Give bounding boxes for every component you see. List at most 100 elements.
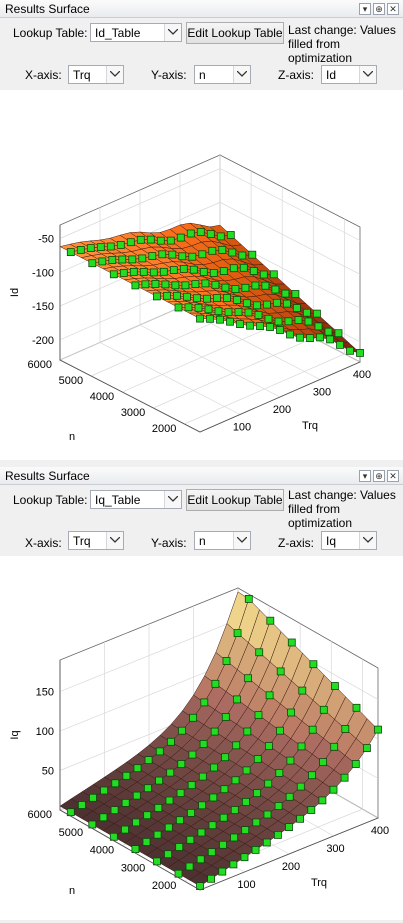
dock-icon[interactable]: ⊕ <box>373 3 385 15</box>
n-axis-label: n <box>69 431 75 443</box>
data-marker <box>276 726 284 735</box>
data-marker <box>99 813 108 822</box>
data-marker <box>294 316 303 325</box>
lookup-table-label: Lookup Table: <box>13 26 88 40</box>
data-marker <box>176 789 185 797</box>
data-marker <box>219 267 228 276</box>
data-marker <box>89 793 97 802</box>
close-icon[interactable]: ✕ <box>387 3 399 15</box>
n-tick-label: 5000 <box>59 827 83 839</box>
x-axis-value: Trq <box>73 68 91 82</box>
data-marker <box>158 250 167 259</box>
lookup-table-select[interactable]: Id_Table <box>90 23 182 42</box>
data-marker <box>131 281 140 290</box>
data-marker <box>139 268 148 276</box>
data-marker <box>211 679 220 688</box>
lookup-table-select[interactable]: Iq_Table <box>90 490 182 509</box>
trq-axis-label: Trq <box>302 420 318 432</box>
data-marker <box>141 280 150 289</box>
data-marker <box>220 785 229 794</box>
data-marker <box>66 808 75 817</box>
data-marker <box>232 741 241 750</box>
data-marker <box>199 268 208 276</box>
edit-lookup-table-button[interactable]: Edit Lookup Table <box>186 22 284 44</box>
data-marker <box>244 674 253 683</box>
z-tick-label: -200 <box>32 335 54 347</box>
edit-lookup-table-button[interactable]: Edit Lookup Table <box>186 489 284 511</box>
data-marker <box>226 317 234 326</box>
data-marker <box>116 240 125 249</box>
data-marker <box>186 229 195 238</box>
data-marker <box>164 850 172 859</box>
data-marker <box>218 867 227 876</box>
y-axis-select[interactable]: n <box>194 65 251 84</box>
data-marker <box>219 840 227 849</box>
z-axis-label: Z-axis: <box>278 536 314 550</box>
data-marker <box>243 727 252 736</box>
data-marker <box>179 264 188 273</box>
data-marker <box>274 802 283 810</box>
data-marker <box>218 245 227 254</box>
data-marker <box>228 248 237 257</box>
close-icon[interactable]: ✕ <box>387 470 399 482</box>
minimize-icon[interactable]: ▾ <box>359 470 371 482</box>
data-marker <box>236 320 244 329</box>
data-marker <box>222 293 231 302</box>
dock-icon[interactable]: ⊕ <box>373 470 385 482</box>
data-marker <box>230 806 239 814</box>
data-marker <box>274 317 283 326</box>
y-axis-select[interactable]: n <box>194 531 251 550</box>
surface-plot-2[interactable]: 100 200 300 400 2000 3000 4000 5000 6000 50 100 150… <box>0 556 403 920</box>
data-marker <box>241 283 250 292</box>
data-marker <box>166 737 175 746</box>
data-marker <box>264 742 273 751</box>
data-marker <box>330 742 339 751</box>
data-marker <box>214 307 223 316</box>
x-axis-select[interactable]: Trq <box>68 65 124 84</box>
trq-tick-label: 400 <box>353 369 371 381</box>
data-marker <box>200 698 209 707</box>
trq-axis-line <box>199 361 361 433</box>
data-marker <box>272 298 281 307</box>
minimize-icon[interactable]: ▾ <box>359 3 371 15</box>
x-axis-select[interactable]: Trq <box>68 531 124 550</box>
z-axis-select[interactable]: Iq <box>321 531 377 550</box>
panel-title: Results Surface <box>5 2 90 16</box>
data-marker <box>189 265 198 274</box>
data-marker <box>269 270 278 279</box>
data-marker <box>285 823 293 832</box>
chevron-down-icon <box>164 24 181 41</box>
data-marker <box>201 279 210 288</box>
data-marker <box>231 285 240 294</box>
data-marker <box>146 235 155 244</box>
data-marker <box>212 294 221 303</box>
data-marker <box>221 713 230 721</box>
data-marker <box>96 243 105 252</box>
data-marker <box>238 251 247 260</box>
data-marker <box>336 340 344 349</box>
data-marker <box>241 826 250 835</box>
data-marker <box>318 796 327 805</box>
data-marker <box>340 773 349 782</box>
data-marker <box>216 315 224 324</box>
data-marker <box>231 776 240 785</box>
data-marker <box>291 290 300 298</box>
data-marker <box>319 758 328 767</box>
data-marker <box>271 285 280 294</box>
data-marker <box>249 267 258 275</box>
data-marker <box>224 308 233 317</box>
data-marker <box>121 825 129 834</box>
surface-plot-1[interactable]: 100 200 300 400 2000 3000 4000 5000 6000 -50 -100 -… <box>0 90 403 460</box>
z-tick-label: 50 <box>42 766 54 778</box>
z-axis-value: Id <box>326 68 337 82</box>
z-tick-label: -50 <box>38 234 54 246</box>
z-axis-select[interactable]: Id <box>321 65 377 84</box>
data-marker <box>132 818 141 827</box>
data-marker <box>233 629 242 637</box>
data-marker <box>266 323 274 331</box>
data-marker <box>276 326 284 334</box>
data-marker <box>296 814 305 823</box>
data-marker <box>244 595 253 603</box>
chevron-down-icon <box>359 532 376 549</box>
data-marker <box>187 808 195 817</box>
